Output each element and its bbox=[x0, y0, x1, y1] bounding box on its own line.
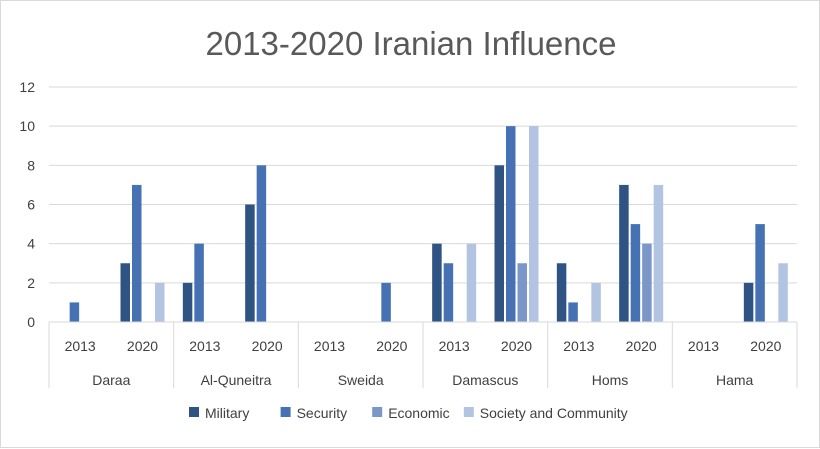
year-label: 2013 bbox=[688, 338, 719, 354]
bar-society-and-community bbox=[591, 282, 601, 322]
legend-swatch bbox=[463, 407, 474, 417]
y-tick-label: 10 bbox=[19, 118, 35, 134]
legend-swatch bbox=[372, 407, 383, 417]
year-label: 2020 bbox=[376, 338, 407, 354]
bar-military bbox=[494, 165, 504, 322]
y-tick-label: 12 bbox=[19, 79, 35, 95]
bar-society-and-community bbox=[529, 126, 539, 323]
legend-label: Military bbox=[205, 405, 249, 421]
bar-military bbox=[182, 282, 193, 322]
year-label: 2020 bbox=[127, 338, 158, 354]
bar-military bbox=[245, 204, 255, 322]
legend-label: Economic bbox=[388, 405, 449, 421]
y-tick-label: 0 bbox=[27, 314, 35, 330]
bar-security bbox=[381, 282, 391, 322]
bar-economic bbox=[517, 263, 527, 322]
bar-security bbox=[194, 243, 204, 322]
year-label: 2013 bbox=[314, 338, 345, 354]
bar-security bbox=[506, 126, 516, 323]
legend-swatch bbox=[280, 407, 291, 417]
year-label: 2013 bbox=[563, 338, 594, 354]
bar-security bbox=[256, 165, 267, 322]
year-label: 2020 bbox=[626, 338, 657, 354]
group-label: Damascus bbox=[452, 372, 518, 388]
year-label: 2020 bbox=[252, 338, 283, 354]
bar-military bbox=[120, 263, 130, 322]
legend-label: Security bbox=[297, 405, 348, 421]
bar-military bbox=[556, 263, 567, 322]
bar-society-and-community bbox=[653, 184, 664, 322]
bar-military bbox=[432, 243, 442, 322]
chart-title: 2013-2020 Iranian Influence bbox=[206, 25, 617, 62]
year-label: 2013 bbox=[189, 338, 220, 354]
bar-security bbox=[630, 224, 641, 322]
bar-security bbox=[443, 263, 454, 322]
y-tick-label: 4 bbox=[27, 236, 35, 252]
bar-society-and-community bbox=[155, 282, 165, 322]
year-label: 2020 bbox=[750, 338, 781, 354]
group-label: Homs bbox=[592, 372, 629, 388]
bar-security bbox=[755, 224, 765, 322]
bar-military bbox=[743, 282, 754, 322]
year-label: 2013 bbox=[439, 338, 470, 354]
group-label: Hama bbox=[716, 372, 754, 388]
year-label: 2013 bbox=[65, 338, 96, 354]
bar-military bbox=[619, 184, 629, 322]
group-label: Daraa bbox=[92, 372, 130, 388]
bar-economic bbox=[642, 243, 652, 322]
y-tick-label: 6 bbox=[27, 197, 35, 213]
bar-security bbox=[568, 302, 578, 322]
bar-society-and-community bbox=[778, 263, 788, 322]
group-label: Al-Quneitra bbox=[201, 372, 272, 388]
y-tick-label: 8 bbox=[27, 157, 35, 173]
bar-society-and-community bbox=[466, 243, 477, 322]
legend-label: Society and Community bbox=[480, 405, 628, 421]
y-tick-label: 2 bbox=[27, 275, 35, 291]
legend-swatch bbox=[189, 407, 199, 417]
year-label: 2020 bbox=[501, 338, 532, 354]
bar-security bbox=[69, 302, 80, 322]
bar-security bbox=[132, 184, 142, 322]
group-label: Sweida bbox=[338, 372, 384, 388]
